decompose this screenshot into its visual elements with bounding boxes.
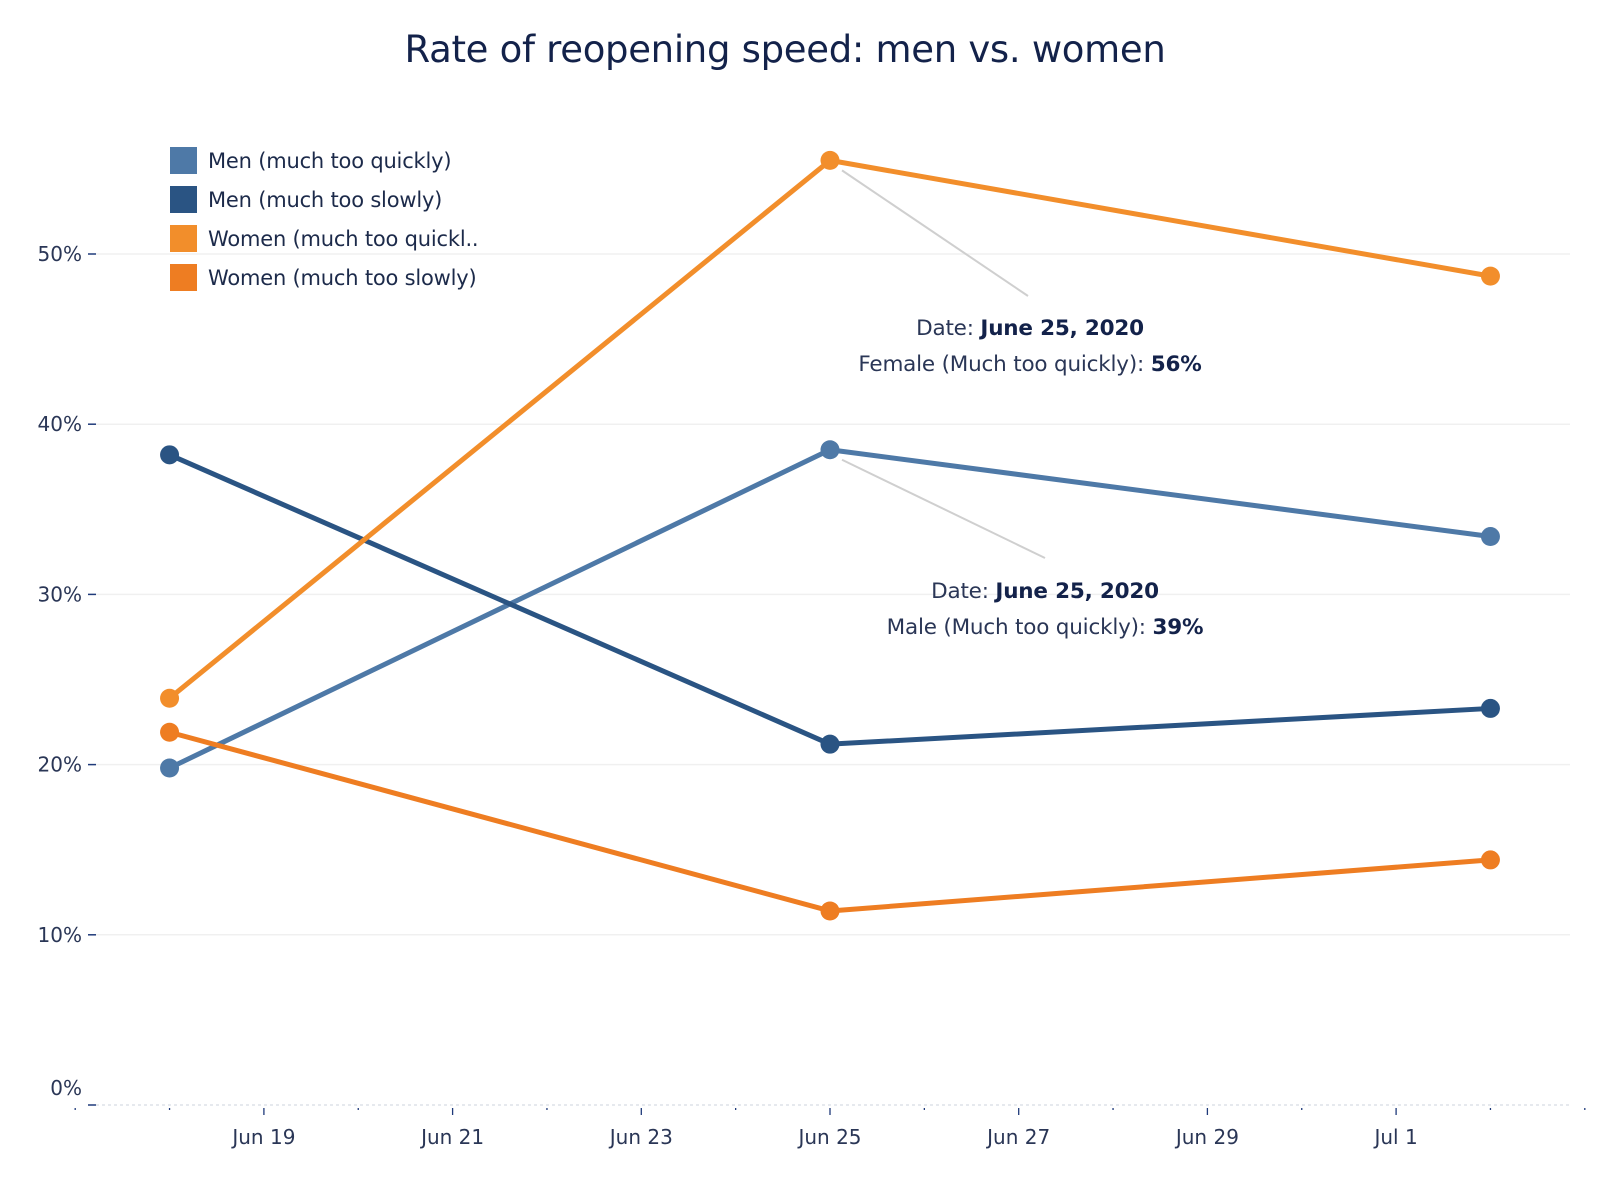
data-point-women-much-too-slowly[interactable] — [820, 901, 840, 921]
y-tick-label: 50% — [38, 242, 82, 266]
x-tick-label: Jun 25 — [796, 1125, 861, 1149]
chart-title: Rate of reopening speed: men vs. women — [404, 28, 1166, 71]
y-tick-label: 0% — [50, 1076, 82, 1100]
legend-label: Women (much too slowly) — [208, 265, 477, 290]
y-tick-label: 30% — [38, 582, 82, 606]
data-point-men-much-too-slowly[interactable] — [1480, 698, 1500, 718]
x-tick-label: Jul 1 — [1372, 1125, 1417, 1149]
annotation-series-value: 56% — [1150, 352, 1202, 377]
y-tick-label: 10% — [38, 923, 82, 947]
annotation-series-label: Female (Much too quickly): — [858, 352, 1151, 377]
x-tick-label: Jun 23 — [608, 1125, 673, 1149]
legend-label: Men (much too quickly) — [208, 148, 452, 173]
annotation-leaders — [841, 169, 1046, 559]
series-points — [160, 150, 1500, 921]
legend-item-men-slowly[interactable]: Men (much too slowly) — [170, 180, 478, 219]
y-axis: 0% 10% 20% 30% 40% 50% — [38, 242, 96, 1106]
legend-swatch-men-quickly — [170, 147, 197, 174]
annotation-leader-line — [841, 169, 1029, 297]
legend-swatch-women-quickly — [170, 225, 197, 252]
gridlines — [96, 253, 1570, 1106]
annotation-date-label: Date: — [916, 316, 981, 341]
annotation-date-value: June 25, 2020 — [995, 579, 1159, 604]
legend-item-women-quickly[interactable]: Women (much too quickl.. — [170, 219, 479, 258]
annotation-series-value: 39% — [1152, 615, 1204, 640]
x-tick-label: Jun 29 — [1174, 1125, 1239, 1149]
legend-label: Men (much too slowly) — [208, 187, 443, 212]
data-point-men-much-too-quickly[interactable] — [820, 440, 840, 460]
legend-item-men-quickly[interactable]: Men (much too quickly) — [170, 141, 478, 180]
annotation-series-label: Male (Much too quickly): — [886, 615, 1153, 640]
data-point-women-much-too-quickl[interactable] — [820, 150, 840, 170]
data-point-men-much-too-quickly[interactable] — [1480, 527, 1500, 547]
x-tick-label: Jun 21 — [419, 1125, 484, 1149]
y-tick-label: 40% — [38, 412, 82, 436]
annotation-date-line: Date: June 25, 2020 — [830, 311, 1230, 347]
annotation-male-quickly: Date: June 25, 2020 Male (Much too quick… — [845, 574, 1245, 646]
data-point-women-much-too-quickl[interactable] — [160, 688, 180, 708]
annotation-date-line: Date: June 25, 2020 — [845, 574, 1245, 610]
y-tick-label: 20% — [38, 753, 82, 777]
annotation-value-line: Male (Much too quickly): 39% — [845, 610, 1245, 646]
x-axis: Jun 19 Jun 21 Jun 23 Jun 25 Jun 27 Jun 29 Jul … — [74, 1108, 1586, 1149]
annotation-female-quickly: Date: June 25, 2020 Female (Much too qui… — [830, 311, 1230, 383]
legend-item-women-slowly[interactable]: Women (much too slowly) — [170, 258, 478, 297]
series-line-women-much-too-slowly[interactable] — [167, 729, 1493, 914]
data-point-women-much-too-slowly[interactable] — [1480, 850, 1500, 870]
legend-swatch-men-slowly — [170, 186, 197, 213]
legend-swatch-women-slowly — [170, 264, 197, 291]
series-line-men-much-too-slowly[interactable] — [167, 452, 1493, 747]
legend: Men (much too quickly) Men (much too slo… — [170, 141, 479, 297]
x-tick-label: Jun 27 — [985, 1125, 1050, 1149]
annotation-date-value: June 25, 2020 — [980, 316, 1144, 341]
data-point-women-much-too-slowly[interactable] — [160, 722, 180, 742]
annotation-date-label: Date: — [931, 579, 996, 604]
data-point-men-much-too-slowly[interactable] — [160, 445, 180, 465]
annotation-leader-line — [841, 458, 1046, 559]
x-tick-label: Jun 19 — [230, 1125, 295, 1149]
legend-label: Women (much too quickl.. — [208, 226, 479, 251]
data-point-women-much-too-quickl[interactable] — [1480, 266, 1500, 286]
annotation-value-line: Female (Much too quickly): 56% — [830, 347, 1230, 383]
data-point-men-much-too-quickly[interactable] — [160, 758, 180, 778]
data-point-men-much-too-slowly[interactable] — [820, 734, 840, 754]
